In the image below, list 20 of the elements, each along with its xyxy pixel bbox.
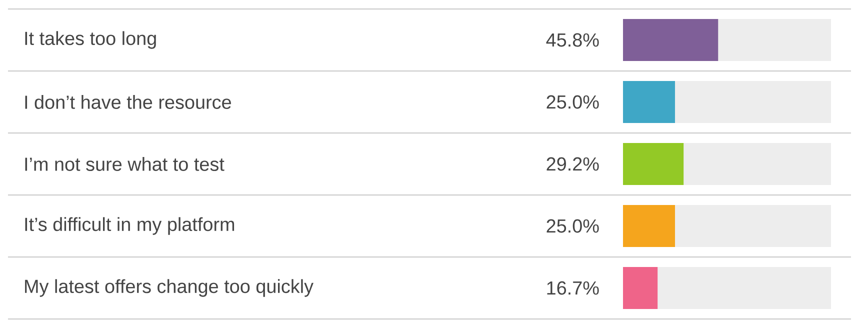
y-tick-label: My latest offers change too quickly (25, 279, 314, 297)
y-tick-label: It’s difficult in my platform (25, 217, 234, 235)
y-tick-label: I’m not sure what to test (25, 157, 224, 171)
bar (623, 205, 675, 248)
bar (623, 81, 675, 124)
bar (675, 205, 832, 248)
y-tick-label: It takes too long (25, 31, 156, 49)
bar (684, 143, 832, 186)
bar (623, 19, 718, 62)
data-label: 16.7% (547, 281, 599, 295)
y-tick-label: I don’t have the resource (25, 95, 231, 109)
data-label: 25.0% (546, 219, 599, 233)
bar (658, 267, 832, 310)
bar (623, 143, 684, 186)
bar (675, 81, 832, 124)
bar (623, 267, 658, 310)
data-label: 25.0% (546, 95, 599, 109)
data-label: 29.2% (546, 157, 599, 171)
data-label: 45.8% (546, 33, 599, 47)
bar (718, 19, 832, 62)
